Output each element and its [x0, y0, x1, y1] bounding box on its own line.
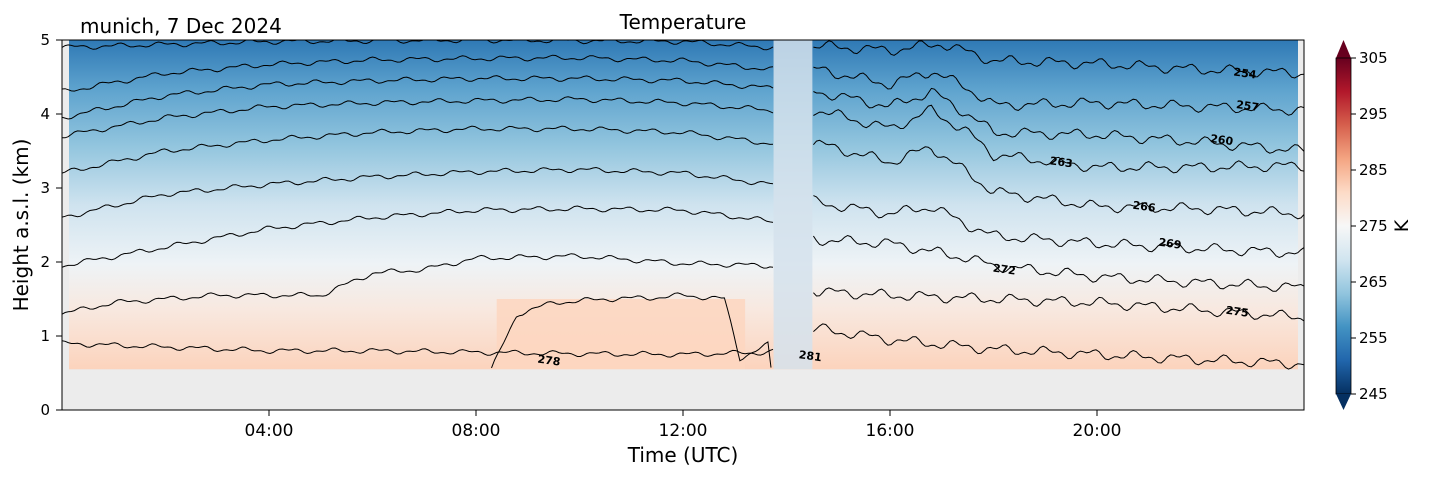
x-axis: 04:00 08:00 12:00 16:00 20:00: [245, 410, 1122, 441]
contour-label-278: 278: [537, 353, 562, 369]
contour-line-263: [813, 104, 1304, 174]
contour-label-254: 254: [1233, 65, 1258, 81]
contour-line-266: [813, 139, 1304, 220]
x-tick-label: 16:00: [866, 421, 915, 441]
contour-labels: 254 257 260 263 266 269 272 275 278 281: [537, 65, 1260, 368]
contour-line-260: [813, 87, 1304, 154]
x-tick-label: 04:00: [245, 421, 294, 441]
colorbar-tick-label: 275: [1359, 217, 1388, 235]
plot-area: 254 257 260 263 266 269 272 275 278 281: [62, 40, 1304, 410]
warm-boundary-layer-patch: [496, 299, 746, 370]
y-tick-label: 3: [40, 179, 50, 197]
contour-line-272: [62, 205, 774, 268]
x-tick-label: 12:00: [659, 421, 708, 441]
contour-line-257: [62, 54, 774, 92]
contour-line-254: [813, 40, 1304, 79]
x-tick-label: 08:00: [452, 421, 501, 441]
colorbar-tick-label: 285: [1359, 161, 1388, 179]
y-tick-label: 5: [40, 31, 50, 49]
colorbar-tick-label: 305: [1359, 49, 1388, 67]
no-data-region: [62, 369, 1304, 410]
contour-label-257: 257: [1235, 98, 1260, 114]
contour-label-272: 272: [992, 262, 1017, 278]
y-axis-label: Height a.s.l. (km): [9, 139, 33, 312]
y-tick-label: 2: [40, 253, 50, 271]
contour-line-257: [813, 66, 1304, 116]
y-tick-label: 1: [40, 327, 50, 345]
contour-line-269: [813, 195, 1304, 259]
chart-title: Temperature: [619, 10, 747, 34]
contour-label-260: 260: [1209, 132, 1234, 148]
contour-line-272: [812, 234, 1304, 292]
contour-line-281: [491, 292, 772, 369]
contour-line-278: [813, 323, 1304, 370]
y-tick-label: 0: [40, 401, 50, 419]
colorbar-extend-max: [1336, 40, 1351, 58]
y-axis: 0 1 2 3 4 5: [40, 31, 62, 419]
contour-label-266: 266: [1132, 199, 1157, 215]
contour-label-263: 263: [1049, 154, 1074, 170]
contour-line-263: [62, 96, 774, 139]
colorbar-ticks: 245 255 265 275 285 295 305: [1351, 49, 1388, 403]
contour-lines: [62, 40, 1304, 370]
contour-line-266: [62, 125, 774, 174]
x-tick-label: 20:00: [1073, 421, 1122, 441]
contour-line-275: [62, 253, 774, 315]
contour-line-269: [62, 166, 774, 218]
contour-line-278: [62, 340, 774, 358]
colorbar-body: [1335, 57, 1352, 395]
x-axis-label: Time (UTC): [627, 443, 739, 467]
colorbar-label: K: [1391, 219, 1413, 232]
subtitle-location-date: munich, 7 Dec 2024: [80, 14, 282, 38]
data-gap-shading: [773, 40, 813, 370]
colorbar-tick-label: 255: [1359, 329, 1388, 347]
y-tick-label: 4: [40, 105, 50, 123]
colorbar: 245 255 265 275 285 295 305 K: [1335, 40, 1413, 410]
colorbar-extend-min: [1336, 394, 1351, 410]
contour-line-260: [62, 75, 774, 120]
contour-label-275: 275: [1225, 304, 1250, 320]
colorbar-tick-label: 265: [1359, 273, 1388, 291]
contour-line-275: [813, 287, 1304, 322]
colorbar-tick-label: 245: [1359, 385, 1388, 403]
colorbar-tick-label: 295: [1359, 105, 1388, 123]
contour-label-269: 269: [1158, 236, 1183, 252]
contour-label-281: 281: [798, 348, 823, 364]
